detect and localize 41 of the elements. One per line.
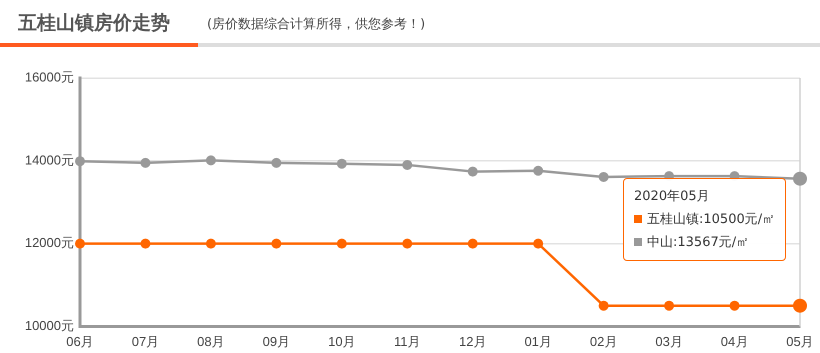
point [75, 156, 85, 166]
point [533, 166, 544, 176]
point [140, 158, 150, 168]
x-tick-label: 12月 [458, 334, 486, 349]
y-tick-label: 14000元 [24, 152, 74, 168]
y-tick-label: 12000元 [24, 235, 74, 250]
point [271, 238, 282, 249]
x-tick-label: 06月 [66, 334, 94, 349]
point [468, 166, 478, 177]
chart-subtitle: (房价数据综合计算所得，供您参考！) [207, 16, 426, 33]
point [402, 160, 412, 170]
x-tick-label: 04月 [720, 334, 748, 349]
point [664, 300, 674, 311]
x-tick-label: 07月 [132, 334, 160, 349]
text: 中山:13567元/㎡ [647, 235, 750, 250]
x-tick-label: 11月 [394, 334, 421, 349]
point [533, 238, 544, 249]
point [402, 238, 412, 249]
y-tick-label: 10000元 [24, 318, 74, 333]
x-tick-label: 03月 [655, 334, 683, 349]
point [206, 238, 216, 249]
text: 五桂山镇:10500元/㎡ [647, 212, 776, 227]
x-tick-label: 09月 [262, 334, 290, 349]
x-tick-label: 02月 [590, 334, 618, 349]
x-tick-label: 01月 [524, 334, 552, 349]
chart-title: 五桂山镇房价走势 [18, 11, 170, 36]
point [75, 238, 85, 249]
point [271, 158, 282, 168]
point [598, 300, 609, 311]
point [598, 172, 609, 182]
point [730, 300, 740, 311]
point [468, 238, 478, 249]
point [206, 155, 216, 166]
x-tick-label: 10月 [328, 334, 356, 349]
y-tick-label: 16000元 [24, 70, 74, 85]
x-tick-label: 08月 [197, 334, 225, 349]
point [336, 238, 347, 249]
point [140, 238, 150, 249]
point [336, 158, 347, 169]
x-tick-label: 05月 [786, 334, 814, 349]
annotation: 2020年05月 [634, 188, 711, 206]
